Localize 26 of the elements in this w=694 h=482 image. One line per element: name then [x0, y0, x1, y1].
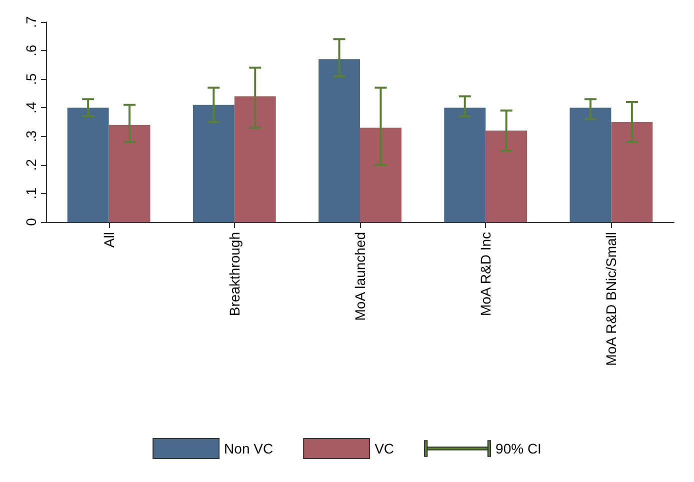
- bar: [318, 59, 360, 222]
- bar: [67, 108, 109, 222]
- y-tick-label: .6: [23, 44, 39, 56]
- y-tick-label: .3: [23, 130, 39, 142]
- bar: [192, 104, 234, 222]
- bar: [486, 130, 528, 222]
- bar: [360, 128, 402, 222]
- y-tick-label: 0: [23, 218, 39, 226]
- bar: [444, 108, 486, 222]
- legend-label: VC: [374, 440, 394, 456]
- x-tick-label: All: [100, 232, 117, 248]
- y-tick-label: .1: [23, 187, 39, 200]
- y-tick-label: .4: [23, 102, 39, 114]
- legend-label: Non VC: [224, 440, 274, 456]
- y-tick-label: .2: [23, 158, 39, 171]
- bar: [108, 124, 150, 222]
- bar: [234, 96, 276, 222]
- bar: [611, 122, 653, 222]
- text: 90% CI: [496, 440, 542, 456]
- y-tick-label: .7: [23, 16, 39, 28]
- x-tick-label: MoA launched: [352, 232, 368, 321]
- bar: [570, 108, 612, 222]
- x-tick-label: Breakthrough: [226, 232, 242, 316]
- y-tick-label: .5: [23, 73, 39, 85]
- x-tick-label: MoA R&D Inc: [478, 232, 494, 316]
- x-tick-label: MoA R&D BNic/Small: [603, 232, 620, 366]
